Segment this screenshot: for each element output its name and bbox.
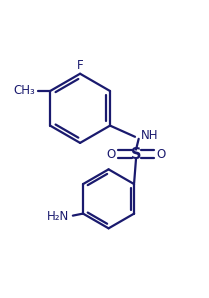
Text: NH: NH	[141, 129, 159, 142]
Text: CH₃: CH₃	[13, 83, 35, 97]
Text: F: F	[77, 60, 83, 72]
Text: O: O	[107, 148, 116, 161]
Text: O: O	[156, 148, 166, 161]
Text: S: S	[131, 147, 141, 162]
Text: H₂N: H₂N	[47, 210, 69, 223]
